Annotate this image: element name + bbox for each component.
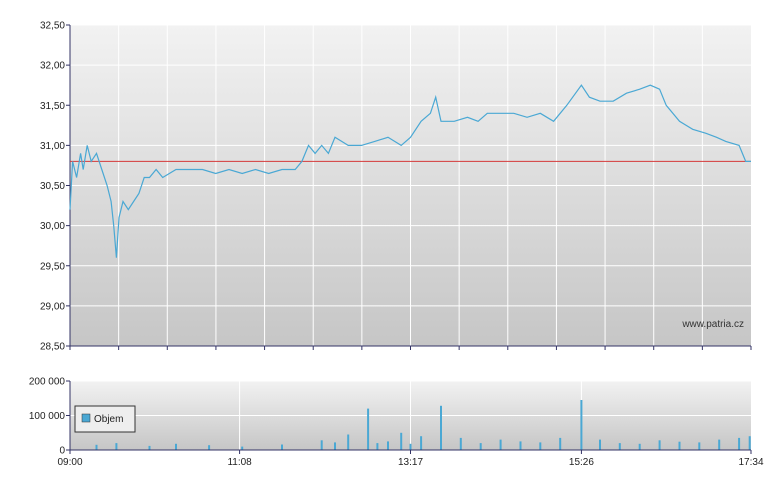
volume-x-tick-label: 11:08	[227, 457, 252, 468]
legend-swatch	[81, 413, 91, 423]
volume-bar	[95, 444, 98, 450]
volume-bar	[115, 443, 118, 450]
price-y-tick-label: 29,00	[40, 301, 65, 312]
volume-bars	[95, 400, 751, 451]
volume-bar	[748, 436, 751, 450]
price-y-tick-label: 31,00	[40, 141, 65, 152]
volume-bar	[208, 445, 211, 450]
volume-bar	[440, 405, 442, 450]
volume-bar	[334, 442, 336, 450]
volume-x-tick-label: 17:34	[738, 457, 763, 468]
volume-y-axis: 200 000 100 000 0	[29, 377, 70, 457]
volume-bar	[281, 444, 283, 450]
volume-x-tick-label: 15:26	[569, 457, 594, 468]
volume-y-tick-label: 200 000	[29, 377, 66, 388]
volume-bar	[618, 443, 621, 450]
price-y-tick-label: 32,00	[40, 61, 65, 72]
volume-bar	[738, 437, 741, 450]
volume-bar	[148, 445, 151, 450]
volume-x-axis: 09:00 11:08 13:17 15:26 17:34	[57, 450, 764, 468]
volume-bar	[175, 443, 177, 450]
price-y-tick-label: 30,00	[40, 221, 65, 232]
watermark: www.patria.cz	[681, 319, 744, 330]
volume-x-tick-label: 13:17	[398, 457, 423, 468]
volume-bar	[409, 443, 412, 450]
price-x-ticks	[69, 346, 752, 350]
price-y-tick-label: 29,50	[40, 261, 65, 272]
volume-bar	[658, 440, 661, 450]
volume-bar	[499, 439, 502, 450]
volume-bar	[347, 434, 350, 450]
volume-legend: Objem	[74, 405, 136, 433]
volume-bar	[678, 441, 681, 450]
price-y-tick-label: 28,50	[40, 342, 65, 353]
price-y-tick-label: 32,50	[40, 21, 65, 32]
price-y-tick-label: 31,50	[40, 101, 65, 112]
price-series-line	[69, 84, 751, 258]
legend-label: Objem	[94, 414, 123, 425]
volume-bar	[539, 442, 542, 450]
volume-bar	[241, 446, 244, 450]
price-y-tick-label: 30,50	[40, 181, 65, 192]
volume-bar	[320, 440, 323, 450]
volume-bar	[638, 443, 641, 450]
volume-y-tick-label: 0	[59, 446, 65, 457]
volume-bar	[387, 441, 389, 450]
volume-bar	[559, 437, 562, 450]
volume-bar	[599, 439, 601, 450]
volume-bar	[580, 400, 583, 450]
volume-bar	[367, 408, 370, 450]
volume-y-tick-label: 100 000	[29, 411, 66, 422]
volume-bar	[400, 432, 403, 451]
volume-bar	[519, 441, 522, 450]
volume-x-tick-label: 09:00	[57, 457, 82, 468]
volume-bar	[698, 442, 701, 450]
volume-bar	[420, 436, 423, 450]
price-y-axis: 32,50 32,00 31,50 31,00 30,50 30,00 29,50 29,00…	[40, 21, 70, 353]
volume-bar	[376, 443, 379, 450]
volume-bar	[459, 437, 462, 450]
volume-bar	[479, 443, 482, 450]
volume-bar	[718, 439, 721, 450]
